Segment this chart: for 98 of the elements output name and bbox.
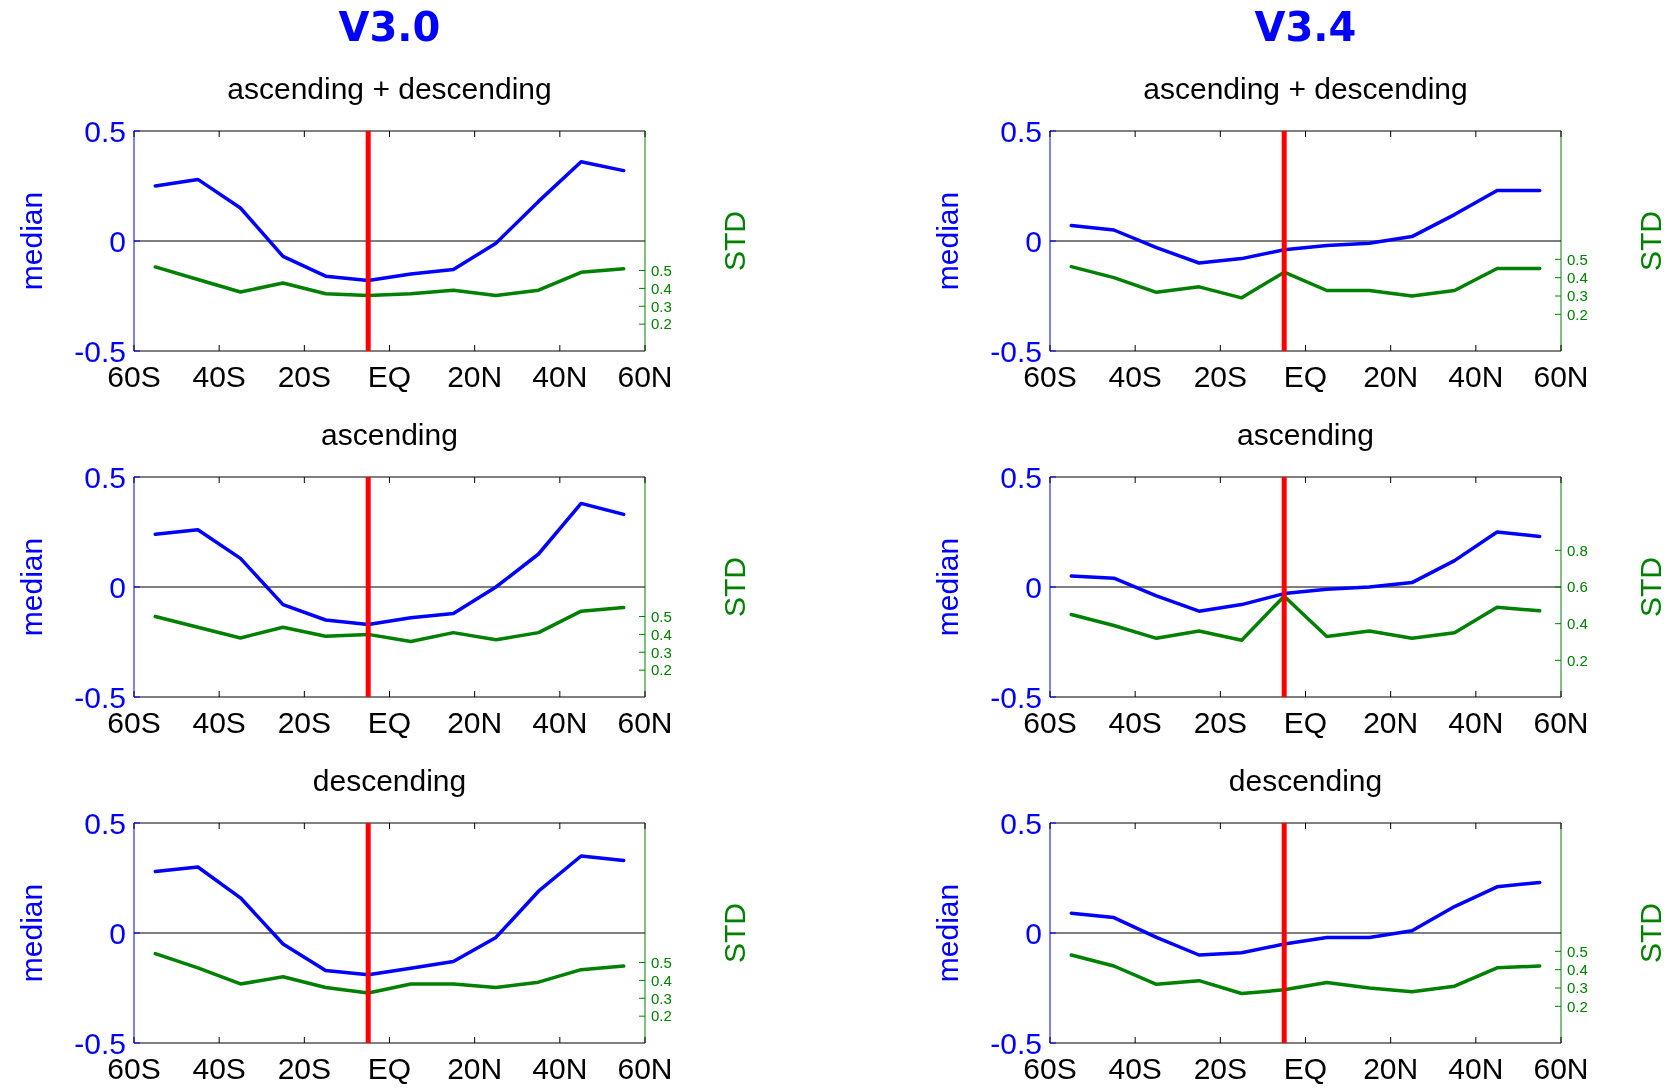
chart-subtitle: ascending [321,418,458,451]
x-tick-label: 20S [1193,706,1248,739]
x-tick-label: 40N [1448,706,1504,739]
chart-subtitle: ascending [1237,418,1374,451]
y2-tick-label: 0.2 [1567,651,1588,669]
y2-tick-label: 0.4 [651,971,672,989]
y-axis-title: median [15,537,48,637]
y2-tick-label: 0.5 [651,607,672,625]
x-tick-label: 60N [617,360,673,393]
x-tick-label: 20N [1363,1052,1419,1085]
y2-axis-title: STD [718,903,751,963]
y2-tick-label: 0.2 [651,1007,672,1025]
x-tick-label: 40N [1448,360,1504,393]
chart-title: V3.4 [1254,4,1357,50]
x-tick-label: 20S [1193,1052,1248,1085]
y2-tick-label: 0.2 [1567,997,1588,1015]
y-tick-label: -0.5 [74,334,126,368]
x-tick-label: EQ [1283,1052,1328,1085]
y-tick-label: 0.5 [1000,460,1042,494]
x-tick-label: 40S [1108,360,1162,393]
y2-axis-title: STD [718,211,751,271]
x-tick-label: 20S [1193,360,1248,393]
y2-tick-label: 0.4 [651,625,672,643]
x-tick-label: 40N [532,706,588,739]
x-tick-label: 40S [1108,1052,1162,1085]
y-tick-label: 0.5 [84,460,126,494]
y2-tick-label: 0.8 [1567,541,1588,559]
x-tick-label: 40S [192,1052,246,1085]
y2-tick-label: 0.2 [651,661,672,679]
y2-tick-label: 0.6 [1567,578,1588,596]
y-tick-label: 0.5 [84,114,126,148]
x-tick-label: 40S [192,706,246,739]
x-tick-label: 60N [617,706,673,739]
y2-tick-label: 0.5 [1567,250,1588,268]
x-tick-label: 60N [617,1052,673,1085]
y-tick-label: 0.5 [1000,806,1042,840]
chart-subtitle: descending [312,764,467,797]
x-tick-label: EQ [1283,360,1328,393]
x-tick-label: EQ [367,360,412,393]
y-tick-label: -0.5 [990,334,1042,368]
y-tick-label: 0 [1025,916,1042,950]
y-tick-label: 0.5 [1000,114,1042,148]
chart-subtitle: ascending + descending [1143,72,1468,105]
y-tick-label: -0.5 [74,1026,126,1060]
chart-subtitle: descending [1228,764,1383,797]
y2-tick-label: 0.3 [1567,979,1588,997]
y2-axis-title: STD [718,557,751,617]
y-axis-title: median [931,883,964,983]
x-tick-label: 60N [1533,1052,1589,1085]
x-tick-label: 40N [1448,1052,1504,1085]
x-tick-label: EQ [367,1052,412,1085]
y2-tick-label: 0.5 [651,261,672,279]
y2-tick-label: 0.3 [1567,287,1588,305]
chart-subtitle: ascending + descending [227,72,552,105]
x-tick-label: EQ [1283,706,1328,739]
y2-tick-label: 0.3 [651,643,672,661]
x-tick-label: 40S [1108,706,1162,739]
y2-tick-label: 0.4 [651,279,672,297]
y2-axis-title: STD [1634,211,1667,271]
y-tick-label: -0.5 [990,1026,1042,1060]
x-tick-label: 20N [447,1052,503,1085]
y2-tick-label: 0.2 [651,315,672,333]
y-tick-label: 0 [109,916,126,950]
y-tick-label: -0.5 [990,680,1042,714]
y-axis-title: median [15,883,48,983]
x-tick-label: 20S [277,1052,332,1085]
y2-tick-label: 0.4 [1567,614,1588,632]
y2-tick-label: 0.5 [651,953,672,971]
y-tick-label: 0 [109,224,126,258]
y-axis-title: median [931,537,964,637]
x-tick-label: 40N [532,1052,588,1085]
x-tick-label: 20N [447,360,503,393]
x-tick-label: 20N [1363,360,1419,393]
y-axis-title: median [931,191,964,291]
x-tick-label: 20S [277,360,332,393]
y-tick-label: 0.5 [84,806,126,840]
x-tick-label: EQ [367,706,412,739]
y2-tick-label: 0.2 [1567,305,1588,323]
y2-tick-label: 0.4 [1567,960,1588,978]
x-tick-label: 20S [277,706,332,739]
x-tick-label: 60N [1533,360,1589,393]
y2-axis-title: STD [1634,557,1667,617]
x-tick-label: 20N [1363,706,1419,739]
y2-tick-label: 0.5 [1567,942,1588,960]
y2-axis-title: STD [1634,903,1667,963]
y-tick-label: 0 [1025,224,1042,258]
x-tick-label: 20N [447,706,503,739]
x-tick-label: 60N [1533,706,1589,739]
x-tick-label: 40N [532,360,588,393]
y2-tick-label: 0.4 [1567,268,1588,286]
chart-title: V3.0 [338,4,441,50]
y-axis-title: median [15,191,48,291]
x-tick-label: 40S [192,360,246,393]
y2-tick-label: 0.3 [651,297,672,315]
y-tick-label: 0 [109,570,126,604]
y-tick-label: -0.5 [74,680,126,714]
y2-tick-label: 0.3 [651,989,672,1007]
y-tick-label: 0 [1025,570,1042,604]
